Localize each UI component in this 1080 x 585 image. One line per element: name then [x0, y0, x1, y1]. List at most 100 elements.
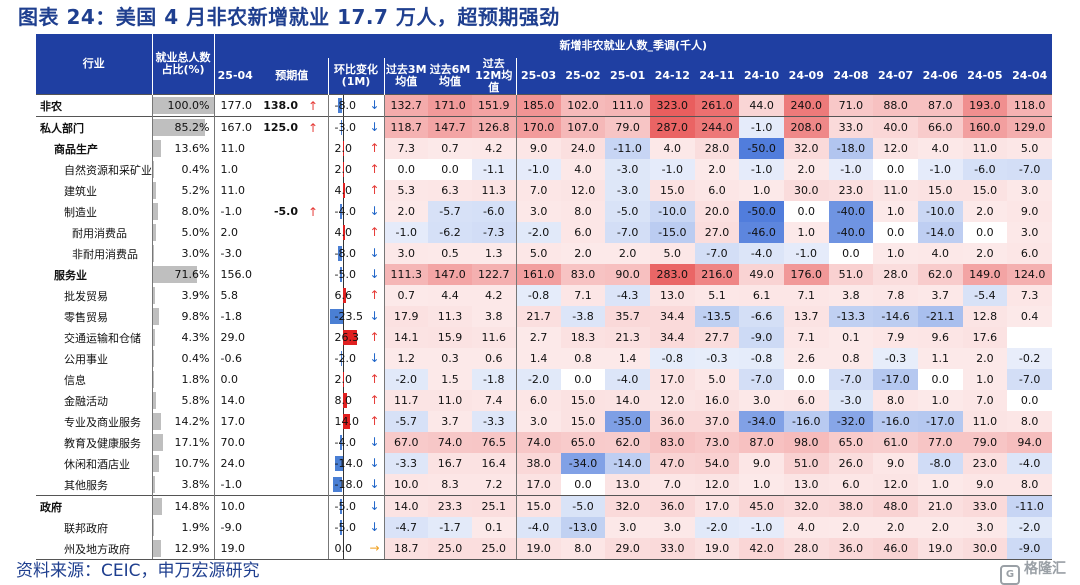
- avg3m-value: 111.3: [384, 264, 428, 285]
- month-value: 7.0: [516, 180, 561, 201]
- share-value: 71.6%: [175, 268, 210, 281]
- row-category: 服务业: [36, 264, 152, 285]
- month-value: 1.0: [739, 474, 784, 496]
- month-value: 9.0: [873, 453, 918, 474]
- month-value: 8.0: [561, 538, 606, 560]
- month-value: 26.0: [829, 453, 874, 474]
- expected-arrow-empty: [304, 474, 328, 496]
- share-bar: [153, 224, 156, 241]
- share-bar: [153, 413, 162, 430]
- avg6m-value: 4.4: [428, 285, 472, 306]
- month-value: -4.0: [739, 243, 784, 264]
- month-value: 28.0: [695, 138, 740, 159]
- mom-cell: -4.0↓: [328, 201, 384, 222]
- month-value: 7.1: [784, 327, 829, 348]
- row-category: 其他服务: [36, 474, 152, 496]
- month-value: 15.0: [650, 180, 695, 201]
- mom-cell: 4.0↑: [328, 222, 384, 243]
- avg3m-value: -3.3: [384, 453, 428, 474]
- row-category: 非农: [36, 95, 152, 117]
- expected-value: [256, 496, 304, 518]
- share-value: 5.2%: [182, 184, 210, 197]
- current-value: 0.0: [214, 369, 256, 390]
- month-value: 12.0: [561, 180, 606, 201]
- month-value: -2.0: [516, 222, 561, 243]
- expected-arrow-empty: [304, 538, 328, 560]
- month-value: -32.0: [829, 411, 874, 432]
- month-value: 5.0: [1007, 138, 1052, 159]
- header-month: 25-03: [516, 58, 561, 95]
- month-value: 11.0: [963, 411, 1008, 432]
- month-value: 23.0: [963, 453, 1008, 474]
- current-value: 24.0: [214, 453, 256, 474]
- avg6m-value: 0.3: [428, 348, 472, 369]
- share-value: 14.8%: [175, 500, 210, 513]
- share-value: 4.3%: [182, 331, 210, 344]
- month-value: 2.0: [963, 348, 1008, 369]
- avg3m-value: 18.7: [384, 538, 428, 560]
- month-value: -7.0: [739, 369, 784, 390]
- month-value: 9.0: [739, 453, 784, 474]
- mom-value: -4.0: [335, 436, 356, 449]
- month-value: 65.0: [829, 432, 874, 453]
- mom-arrow-up-icon: ↑: [369, 288, 379, 302]
- share-cell: 1.9%: [152, 517, 214, 538]
- avg3m-value: 118.7: [384, 117, 428, 139]
- expected-value: 138.0: [256, 95, 304, 117]
- mom-cell: 26.3↑: [328, 327, 384, 348]
- expected-value: [256, 180, 304, 201]
- month-value: 49.0: [739, 264, 784, 285]
- month-value: 118.0: [1007, 95, 1052, 117]
- month-value: 38.0: [829, 496, 874, 518]
- month-value: 13.7: [784, 306, 829, 327]
- avg12m-value: 4.2: [472, 285, 516, 306]
- month-value: 1.0: [873, 243, 918, 264]
- month-value: 1.0: [739, 180, 784, 201]
- share-bar: [153, 476, 155, 493]
- month-value: 6.0: [516, 390, 561, 411]
- avg3m-value: -2.0: [384, 369, 428, 390]
- header-avg6m: 过去6M均值: [428, 58, 472, 95]
- share-cell: 17.1%: [152, 432, 214, 453]
- mom-cell: -4.0↓: [328, 432, 384, 453]
- avg12m-value: 151.9: [472, 95, 516, 117]
- expected-value: [256, 222, 304, 243]
- month-value: 73.0: [695, 432, 740, 453]
- month-value: 208.0: [784, 117, 829, 139]
- avg6m-value: 23.3: [428, 496, 472, 518]
- expected-value: [256, 159, 304, 180]
- month-value: 12.0: [650, 390, 695, 411]
- month-value: -7.0: [1007, 369, 1052, 390]
- month-value: 6.0: [1007, 243, 1052, 264]
- month-value: 36.0: [650, 411, 695, 432]
- mom-value: -8.0: [335, 99, 356, 112]
- share-cell: 5.8%: [152, 390, 214, 411]
- header-group: 新增非农就业人数_季调(千人): [214, 34, 1052, 58]
- share-bar: [153, 434, 164, 451]
- share-value: 3.0%: [182, 247, 210, 260]
- row-category: 批发贸易: [36, 285, 152, 306]
- mom-arrow-down-icon: ↓: [369, 98, 379, 112]
- month-value: 3.0: [1007, 222, 1052, 243]
- avg3m-value: -1.0: [384, 222, 428, 243]
- month-value: 0.8: [561, 348, 606, 369]
- month-value: 13.0: [650, 285, 695, 306]
- header-month: 24-09: [784, 58, 829, 95]
- month-value: -21.1: [918, 306, 963, 327]
- month-value: 71.0: [829, 95, 874, 117]
- month-value: 7.3: [1007, 285, 1052, 306]
- watermark-logo-icon: G: [1000, 565, 1020, 585]
- month-value: 13.0: [605, 474, 650, 496]
- share-cell: 5.2%: [152, 180, 214, 201]
- expected-value: [256, 474, 304, 496]
- month-value: 17.0: [695, 496, 740, 518]
- avg3m-value: -4.7: [384, 517, 428, 538]
- avg12m-value: 7.2: [472, 474, 516, 496]
- mom-arrow-flat-icon: →: [369, 541, 379, 555]
- month-value: -14.0: [918, 222, 963, 243]
